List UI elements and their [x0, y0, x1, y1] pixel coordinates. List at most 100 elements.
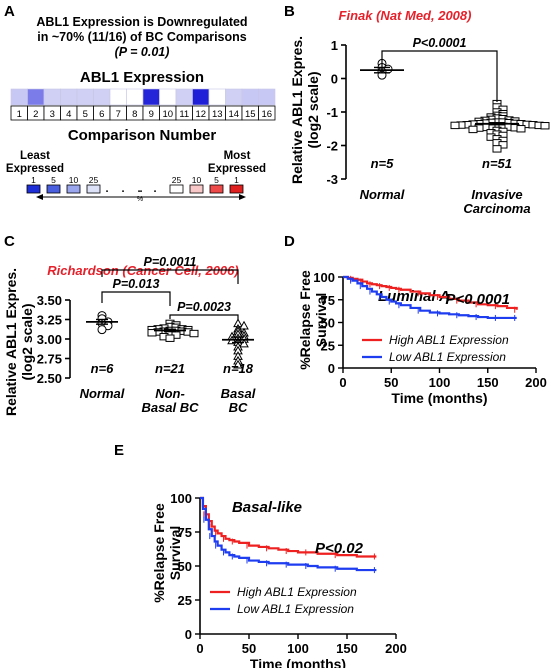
heatmap-number: 11 [179, 109, 189, 120]
legend-ellipsis: . [137, 183, 140, 195]
heatmap-number: 14 [228, 109, 239, 120]
panel-b-ylabel-line1: Relative ABL1 Expres. [289, 36, 305, 184]
panel-letter-a: A [4, 3, 15, 20]
x-axis-title: Time (months) [391, 390, 487, 406]
panel-e-title: Basal-like [232, 499, 302, 516]
legend-label: High ABL1 Expression [237, 585, 357, 599]
significance-bracket [101, 269, 239, 284]
data-point [189, 329, 199, 338]
data-point [165, 334, 175, 342]
legend-arrow-right [239, 194, 246, 200]
panel-c-points [97, 311, 249, 369]
panel-b-points [377, 58, 550, 153]
heatmap-number: 16 [261, 109, 272, 120]
category-label: Carcinoma [463, 201, 530, 216]
data-point [540, 122, 550, 130]
heatmap-cell [142, 88, 160, 106]
heatmap-number: 15 [245, 109, 256, 120]
heatmap-number: 3 [50, 109, 55, 120]
legend-most-line1: Most [224, 150, 251, 162]
heatmap-cell [258, 88, 276, 106]
panel-d-legend: High ABL1 Expression Low ABL1 Expression [362, 333, 509, 364]
y-tick-label: 100 [170, 491, 192, 506]
x-tick-label: 50 [242, 641, 256, 656]
heatmap-number: 6 [99, 109, 104, 120]
legend-swatch [189, 184, 204, 194]
legend-swatch [169, 184, 184, 194]
legend-number: 1 [31, 175, 36, 185]
legend-label: High ABL1 Expression [389, 333, 509, 347]
y-tick-label: 75 [321, 293, 335, 308]
x-tick-label: 150 [336, 641, 358, 656]
legend-number: 1 [234, 175, 239, 185]
n-label: n=51 [482, 156, 512, 171]
y-tick-label: 100 [313, 270, 335, 285]
panel-d-ylabel-line2: Survival [313, 293, 329, 347]
y-tick-label: 50 [321, 316, 335, 331]
heatmap-cell [10, 88, 28, 106]
category-label: BC [229, 400, 248, 415]
heatmap-number: 4 [66, 109, 71, 120]
legend-ellipsis: . [105, 183, 108, 195]
y-tick-label: 0 [328, 361, 335, 376]
panel-d-chart: Luminal A %Relapse Free Survival 0255075… [297, 270, 547, 406]
survival-curve [343, 275, 518, 310]
panel-b-title: Finak (Nat Med, 2008) [339, 8, 472, 23]
panel-e-legend: High ABL1 Expression Low ABL1 Expression [210, 585, 357, 616]
panel-e-chart: Basal-like %Relapse Free Survival 0 25 50 7… [151, 491, 407, 668]
heatmap-cell [241, 88, 259, 106]
heatmap-cell [109, 88, 127, 106]
heatmap-title: ABL1 Expression [80, 69, 204, 86]
x-tick-label: 0 [339, 375, 346, 390]
data-point [239, 338, 249, 348]
heatmap-cell [192, 88, 210, 106]
heatmap-cell [60, 88, 78, 106]
panel-letter-d: D [284, 233, 295, 250]
category-label: Normal [80, 386, 125, 401]
data-point [468, 125, 478, 134]
y-tick-label: -1 [326, 105, 338, 120]
y-tick-label: 0 [331, 72, 338, 87]
category-label: Basal BC [141, 400, 199, 415]
legend-swatch [66, 184, 81, 194]
heatmap-xlabel: Comparison Number [68, 127, 217, 144]
heatmap-number: 10 [162, 109, 173, 120]
panel-e-ylabel-line2: Survival [167, 526, 183, 580]
panel-d-ylabel-line1: %Relapse Free [297, 270, 313, 370]
panel-b-chart: Finak (Nat Med, 2008) Relative ABL1 Expr… [289, 8, 550, 216]
legend-swatch [209, 184, 224, 194]
legend-swatch [26, 184, 41, 194]
x-tick-label: 0 [196, 641, 203, 656]
category-label: Normal [360, 187, 405, 202]
heatmap-cell [126, 88, 144, 106]
heatmap-number: 5 [83, 109, 88, 120]
y-tick-label: 1 [331, 38, 338, 53]
significance-bracket [101, 291, 171, 306]
legend-least-line2: Expressed [6, 163, 64, 175]
n-label: n=18 [223, 361, 254, 376]
panel-b-stats: n=5 n=51 P<0.0001 [360, 36, 519, 171]
panel-e-ylabel-line1: %Relapse Free [151, 503, 167, 603]
y-tick-label: 75 [178, 525, 192, 540]
legend-most-line2: Expressed [208, 163, 266, 175]
heatmap-number: 12 [195, 109, 206, 120]
legend-swatch [46, 184, 61, 194]
y-tick-label: 25 [178, 593, 192, 608]
significance-label: P<0.0001 [413, 36, 467, 50]
panel-c-stats: n=6 n=21 n=18 P=0.013 P=0.0023 P=0.0011 [86, 255, 254, 376]
x-axis-title: Time (months) [250, 656, 346, 668]
legend-number: 5 [51, 175, 56, 185]
panel-d-axes: 0 25 50 75 100 0 50 100 150 200 Time (months) [313, 270, 547, 406]
legend-label: Low ABL1 Expression [237, 602, 354, 616]
legend-swatch [86, 184, 101, 194]
panel-letter-e: E [114, 442, 124, 459]
data-point [233, 359, 243, 369]
x-tick-label: 150 [477, 375, 499, 390]
heatmap-number: 1 [17, 109, 22, 120]
y-tick-label: 3.25 [37, 313, 62, 328]
y-tick-label: -3 [326, 172, 338, 187]
heatmap-cells [10, 88, 276, 106]
data-point [492, 145, 502, 153]
